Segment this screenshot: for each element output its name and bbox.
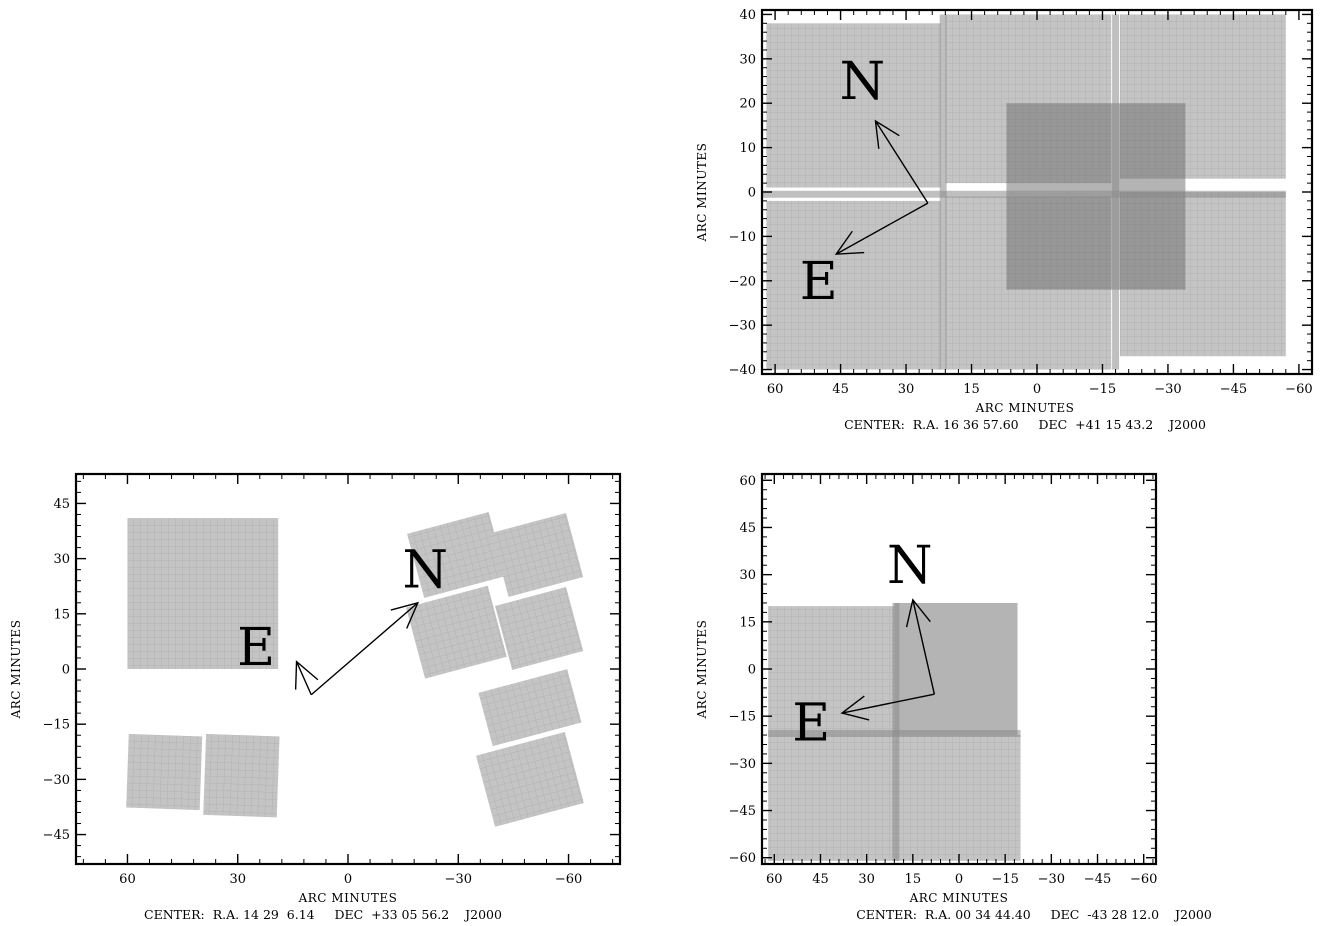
y-tick-label: −15 bbox=[729, 710, 756, 725]
panel-bottom-left: 60 30 0 −30 −60 45 30 15 0 −15 −30 −45 ARC MINUTES AR… bbox=[9, 472, 622, 922]
east-arrow bbox=[294, 660, 319, 696]
x-tick-label: −45 bbox=[1084, 872, 1111, 887]
north-label: N bbox=[887, 536, 933, 596]
east-arrow bbox=[840, 693, 935, 721]
y-tick-label: 15 bbox=[53, 607, 70, 622]
panel-top-right: 60 45 30 15 0 −15 −30 −45 −60 40 30 20 10 0 −10 −20 −30 −… bbox=[695, 8, 1314, 432]
x-tick-label: 0 bbox=[344, 872, 352, 887]
y-axis-title: ARC MINUTES bbox=[9, 620, 23, 720]
x-tick-label: −60 bbox=[555, 872, 582, 887]
x-tick-label: 60 bbox=[766, 872, 783, 887]
y-tick-label: −45 bbox=[729, 804, 756, 819]
x-tick-label: 0 bbox=[955, 872, 963, 887]
x-tick-label: −30 bbox=[1038, 872, 1065, 887]
tile-0 bbox=[768, 606, 895, 736]
tile-2 bbox=[203, 733, 280, 818]
y-tick-label: −30 bbox=[729, 319, 756, 334]
tile-0 bbox=[766, 23, 941, 188]
detector-tiles bbox=[768, 602, 1021, 861]
x-tick-label: −15 bbox=[1089, 382, 1116, 397]
tile-5 bbox=[406, 585, 507, 679]
x-tick-label: 15 bbox=[963, 382, 980, 397]
x-axis-title: ARC MINUTES bbox=[909, 891, 1009, 905]
x-tick-label: −30 bbox=[445, 872, 472, 887]
north-label: N bbox=[840, 52, 886, 112]
y-axis-title: ARC MINUTES bbox=[695, 143, 709, 243]
x-tick-label: −30 bbox=[1154, 382, 1181, 397]
x-tick-label: 45 bbox=[812, 872, 829, 887]
x-tick-label: 30 bbox=[229, 872, 246, 887]
tile-3 bbox=[407, 512, 506, 598]
x-tick-label: 30 bbox=[858, 872, 875, 887]
y-tick-label: 0 bbox=[748, 186, 756, 201]
x-tick-label: 30 bbox=[898, 382, 915, 397]
y-tick-label: −45 bbox=[43, 828, 70, 843]
x-tick-label: 0 bbox=[1033, 382, 1041, 397]
east-label: E bbox=[792, 693, 830, 753]
north-arrow bbox=[905, 598, 936, 695]
tile-1 bbox=[766, 200, 941, 370]
center-coordinates-caption: CENTER: R.A. 00 34 44.40 DEC -43 28 12.0… bbox=[856, 907, 1212, 922]
y-tick-label: 20 bbox=[739, 97, 756, 112]
tile-8 bbox=[476, 731, 584, 827]
east-label: E bbox=[237, 618, 275, 678]
y-tick-label: 10 bbox=[739, 141, 756, 156]
x-tick-label: −60 bbox=[1130, 872, 1157, 887]
detector-tiles bbox=[762, 14, 1286, 370]
east-label: E bbox=[800, 252, 838, 312]
tile-3 bbox=[894, 602, 1018, 736]
y-tick-label: 0 bbox=[748, 663, 756, 678]
tile-6 bbox=[495, 587, 584, 671]
y-tick-label: −20 bbox=[729, 274, 756, 289]
y-tick-label: −30 bbox=[43, 773, 70, 788]
y-tick-label: 60 bbox=[739, 474, 756, 489]
y-tick-label: 40 bbox=[739, 8, 756, 23]
panel-bottom-right: 60 45 30 15 0 −15 −30 −45 −60 60 45 30 15 0 −15 −30 −45 −… bbox=[695, 472, 1212, 922]
y-tick-label: −40 bbox=[729, 363, 756, 378]
y-tick-label: 45 bbox=[739, 521, 756, 536]
x-axis-title: ARC MINUTES bbox=[975, 401, 1075, 415]
x-tick-label: −60 bbox=[1285, 382, 1312, 397]
y-tick-label: 30 bbox=[53, 552, 70, 567]
east-arrow bbox=[834, 202, 929, 255]
y-tick-label: 0 bbox=[62, 663, 70, 678]
y-tick-label: −60 bbox=[729, 851, 756, 866]
y-tick-label: 15 bbox=[739, 615, 756, 630]
x-tick-label: 60 bbox=[767, 382, 784, 397]
y-axis-title: ARC MINUTES bbox=[695, 620, 709, 720]
north-arrow bbox=[310, 601, 420, 696]
y-tick-label: 30 bbox=[739, 568, 756, 583]
tile-1 bbox=[768, 735, 895, 861]
y-tick-label: −30 bbox=[729, 757, 756, 772]
y-tick-label: −10 bbox=[729, 230, 756, 245]
north-label: N bbox=[402, 541, 448, 601]
x-tick-label: 15 bbox=[905, 872, 922, 887]
y-tick-label: 45 bbox=[53, 497, 70, 512]
x-tick-label: −15 bbox=[991, 872, 1018, 887]
x-tick-label: −45 bbox=[1220, 382, 1247, 397]
tile-4 bbox=[491, 512, 584, 597]
y-tick-label: 30 bbox=[739, 52, 756, 67]
detector-tiles bbox=[126, 512, 584, 827]
tile-2 bbox=[894, 735, 1021, 861]
tile-1 bbox=[126, 733, 203, 811]
tile-7 bbox=[478, 669, 582, 747]
north-arrow bbox=[874, 119, 929, 204]
y-tick-label: −15 bbox=[43, 718, 70, 733]
center-coordinates-caption: CENTER: R.A. 16 36 57.60 DEC +41 15 43.2… bbox=[844, 417, 1206, 432]
tile-0 bbox=[127, 518, 279, 669]
x-tick-label: 45 bbox=[832, 382, 849, 397]
x-axis-title: ARC MINUTES bbox=[298, 891, 398, 905]
x-tick-label: 60 bbox=[119, 872, 136, 887]
center-coordinates-caption: CENTER: R.A. 14 29 6.14 DEC +33 05 56.2 … bbox=[144, 907, 502, 922]
